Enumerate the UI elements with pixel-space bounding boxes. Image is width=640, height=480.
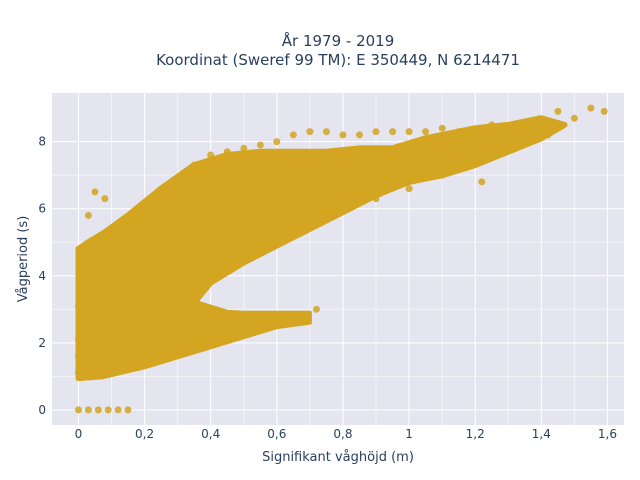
data-point — [141, 325, 149, 333]
data-point — [256, 141, 264, 149]
data-point — [75, 336, 82, 343]
data-point — [422, 128, 430, 136]
data-point — [75, 369, 82, 377]
data-point — [240, 319, 248, 327]
data-point — [108, 352, 115, 360]
data-point — [240, 248, 248, 256]
data-point — [471, 131, 479, 139]
data-point — [438, 171, 446, 179]
lower-branch-cloud — [93, 310, 312, 372]
data-point — [544, 131, 552, 139]
data-point — [75, 406, 82, 414]
data-point — [75, 302, 82, 310]
data-point — [114, 406, 122, 414]
data-point — [570, 114, 578, 122]
data-point — [306, 128, 314, 136]
data-point — [273, 195, 281, 203]
data-point — [174, 299, 182, 307]
x-tick-label: 0,8 — [333, 427, 352, 441]
data-point — [488, 121, 496, 129]
data-point — [537, 124, 545, 132]
y-tick-label: 6 — [38, 202, 46, 216]
data-point — [554, 107, 562, 115]
data-point — [81, 245, 89, 253]
x-tick-label: 1,4 — [532, 427, 551, 441]
data-point — [273, 138, 281, 146]
data-point — [438, 124, 446, 132]
data-point — [405, 128, 413, 136]
data-point — [223, 148, 231, 156]
data-point — [478, 178, 486, 186]
y-tick-label: 4 — [38, 269, 46, 283]
x-tick-label: 0,4 — [201, 427, 220, 441]
x-tick-label: 1 — [405, 427, 413, 441]
x-axis-title: Signifikant våghöjd (m) — [262, 450, 414, 465]
data-point — [91, 188, 99, 196]
data-point — [356, 131, 363, 139]
data-point — [223, 211, 231, 219]
data-point — [455, 128, 463, 136]
data-point — [372, 195, 380, 203]
data-point — [174, 175, 182, 182]
data-point — [104, 406, 112, 414]
data-point — [84, 406, 92, 414]
data-points — [75, 104, 608, 414]
data-point — [389, 128, 397, 136]
x-tick-label: 1,6 — [598, 427, 617, 441]
data-point — [108, 255, 115, 263]
data-point — [273, 312, 281, 320]
data-point — [141, 346, 149, 353]
x-tick-labels: 0 0,2 0,4 0,6 0,8 1 1,2 1,4 1,6 — [75, 427, 617, 441]
data-point — [124, 232, 132, 239]
data-point — [141, 211, 149, 219]
data-point — [84, 211, 92, 219]
data-point — [190, 161, 198, 169]
data-point — [322, 128, 330, 136]
data-point — [101, 195, 109, 203]
x-tick-label: 1,2 — [466, 427, 485, 441]
data-point — [587, 104, 595, 112]
data-point — [372, 128, 380, 136]
data-point — [174, 336, 182, 343]
data-point — [289, 131, 297, 139]
y-tick-label: 8 — [38, 135, 46, 149]
x-tick-label: 0,2 — [135, 427, 154, 441]
data-point — [405, 185, 413, 193]
data-point — [94, 406, 102, 414]
data-point — [207, 272, 215, 280]
data-point — [306, 215, 314, 223]
y-tick-label: 2 — [38, 336, 46, 350]
data-point — [600, 107, 608, 115]
x-tick-label: 0,6 — [267, 427, 286, 441]
data-point — [273, 228, 281, 236]
data-point — [190, 232, 198, 239]
data-point — [339, 205, 347, 213]
data-point — [207, 151, 215, 159]
x-tick-label: 0 — [75, 427, 83, 441]
data-point — [339, 131, 347, 139]
chart-title-line-2: Koordinat (Sweref 99 TM): E 350449, N 62… — [156, 51, 520, 69]
y-tick-labels: 0 2 4 6 8 — [38, 135, 46, 417]
data-point — [313, 305, 320, 313]
data-point — [504, 124, 512, 132]
data-point — [521, 121, 529, 129]
chart-title-line-1: År 1979 - 2019 — [282, 31, 395, 50]
data-point — [75, 352, 82, 360]
data-point — [157, 188, 165, 196]
y-axis-title: Vågperiod (s) — [16, 216, 31, 303]
data-point — [124, 406, 132, 414]
y-tick-label: 0 — [38, 403, 46, 417]
data-point — [240, 144, 248, 152]
data-point — [511, 134, 519, 142]
data-point — [207, 325, 215, 333]
